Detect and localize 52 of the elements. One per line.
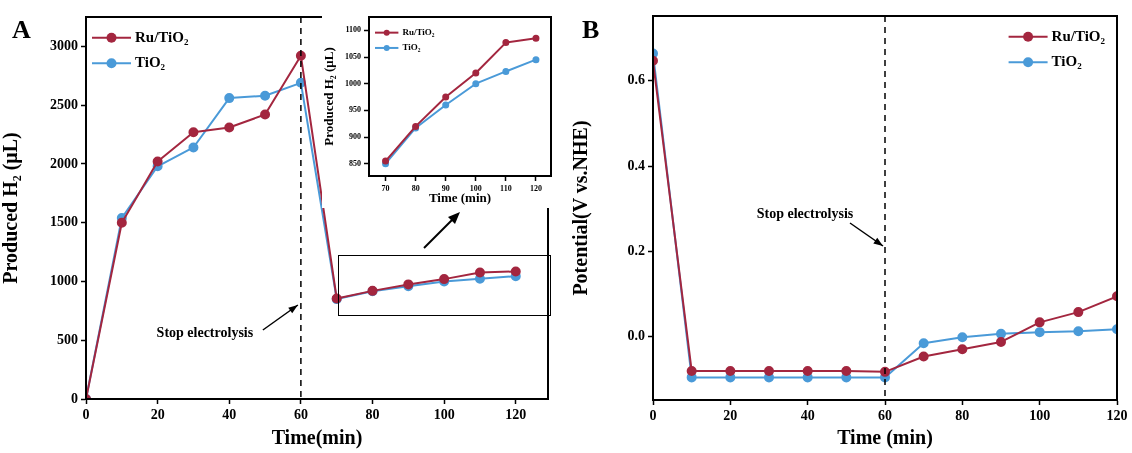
legend-label: Ru/TiO₂ — [135, 28, 189, 45]
text: B — [582, 14, 600, 44]
x-tick-label: 70 — [381, 183, 390, 193]
legend-label: TiO₂ — [402, 42, 421, 53]
y-axis-title: Produced H₂ (μL) — [321, 47, 337, 146]
legend-label: Ru/TiO₂ — [402, 26, 435, 37]
x-tick-label: 120 — [1106, 408, 1128, 424]
y-tick-label: 0 — [71, 390, 78, 406]
legend-label: TiO₂ — [135, 54, 166, 71]
x-tick-label: 80 — [955, 408, 970, 424]
x-tick-label: 20 — [723, 408, 738, 424]
x-tick-label: 20 — [150, 407, 165, 423]
y-tick-label: 850 — [349, 158, 361, 168]
x-tick-label: 0 — [82, 407, 90, 423]
legend-label: Ru/TiO₂ — [1051, 27, 1106, 44]
y-tick-label: 950 — [349, 105, 361, 115]
x-tick-label: 100 — [1029, 408, 1051, 424]
y-tick-label: 0.0 — [627, 328, 645, 344]
text: A — [12, 14, 31, 44]
y-tick-label: 3000 — [50, 37, 78, 53]
y-tick-label: 1000 — [50, 273, 78, 289]
y-tick-label: 2500 — [50, 96, 78, 112]
x-tick-label: 90 — [441, 183, 450, 193]
y-axis-title: Potential(V vs.NHE) — [569, 120, 593, 296]
x-tick-label: 120 — [505, 407, 527, 423]
y-tick-label: 1050 — [345, 52, 361, 62]
y-tick-label: 1500 — [50, 214, 78, 230]
y-tick-label: 900 — [349, 132, 361, 142]
y-tick-label: 1000 — [345, 78, 361, 88]
x-tick-label: 100 — [469, 183, 482, 193]
y-axis-title: Produced H₂ (μL) — [0, 132, 23, 284]
y-tick-label: 1100 — [345, 25, 361, 35]
x-tick-label: 80 — [365, 407, 380, 423]
ref-line-label: Stop electrolysis — [156, 325, 254, 340]
x-tick-label: 100 — [433, 407, 455, 423]
x-tick-label: 40 — [222, 407, 237, 423]
y-tick-label: 0.6 — [627, 72, 645, 88]
x-tick-label: 60 — [293, 407, 308, 423]
x-tick-label: 0 — [649, 408, 657, 424]
y-tick-label: 0.4 — [627, 157, 645, 173]
x-tick-label: 40 — [800, 408, 815, 424]
x-axis-title: Time(min) — [271, 426, 363, 450]
ref-line-label: Stop electrolysis — [756, 206, 854, 221]
x-tick-label: 120 — [529, 183, 542, 193]
legend-label: TiO₂ — [1051, 53, 1083, 70]
x-tick-label: 110 — [500, 183, 512, 193]
y-tick-label: 2000 — [50, 155, 78, 171]
y-tick-label: 500 — [57, 331, 78, 347]
x-tick-label: 80 — [411, 183, 420, 193]
x-tick-label: 60 — [878, 408, 892, 424]
y-tick-label: 0.2 — [627, 243, 645, 259]
x-axis-title: Time (min) — [837, 426, 933, 450]
